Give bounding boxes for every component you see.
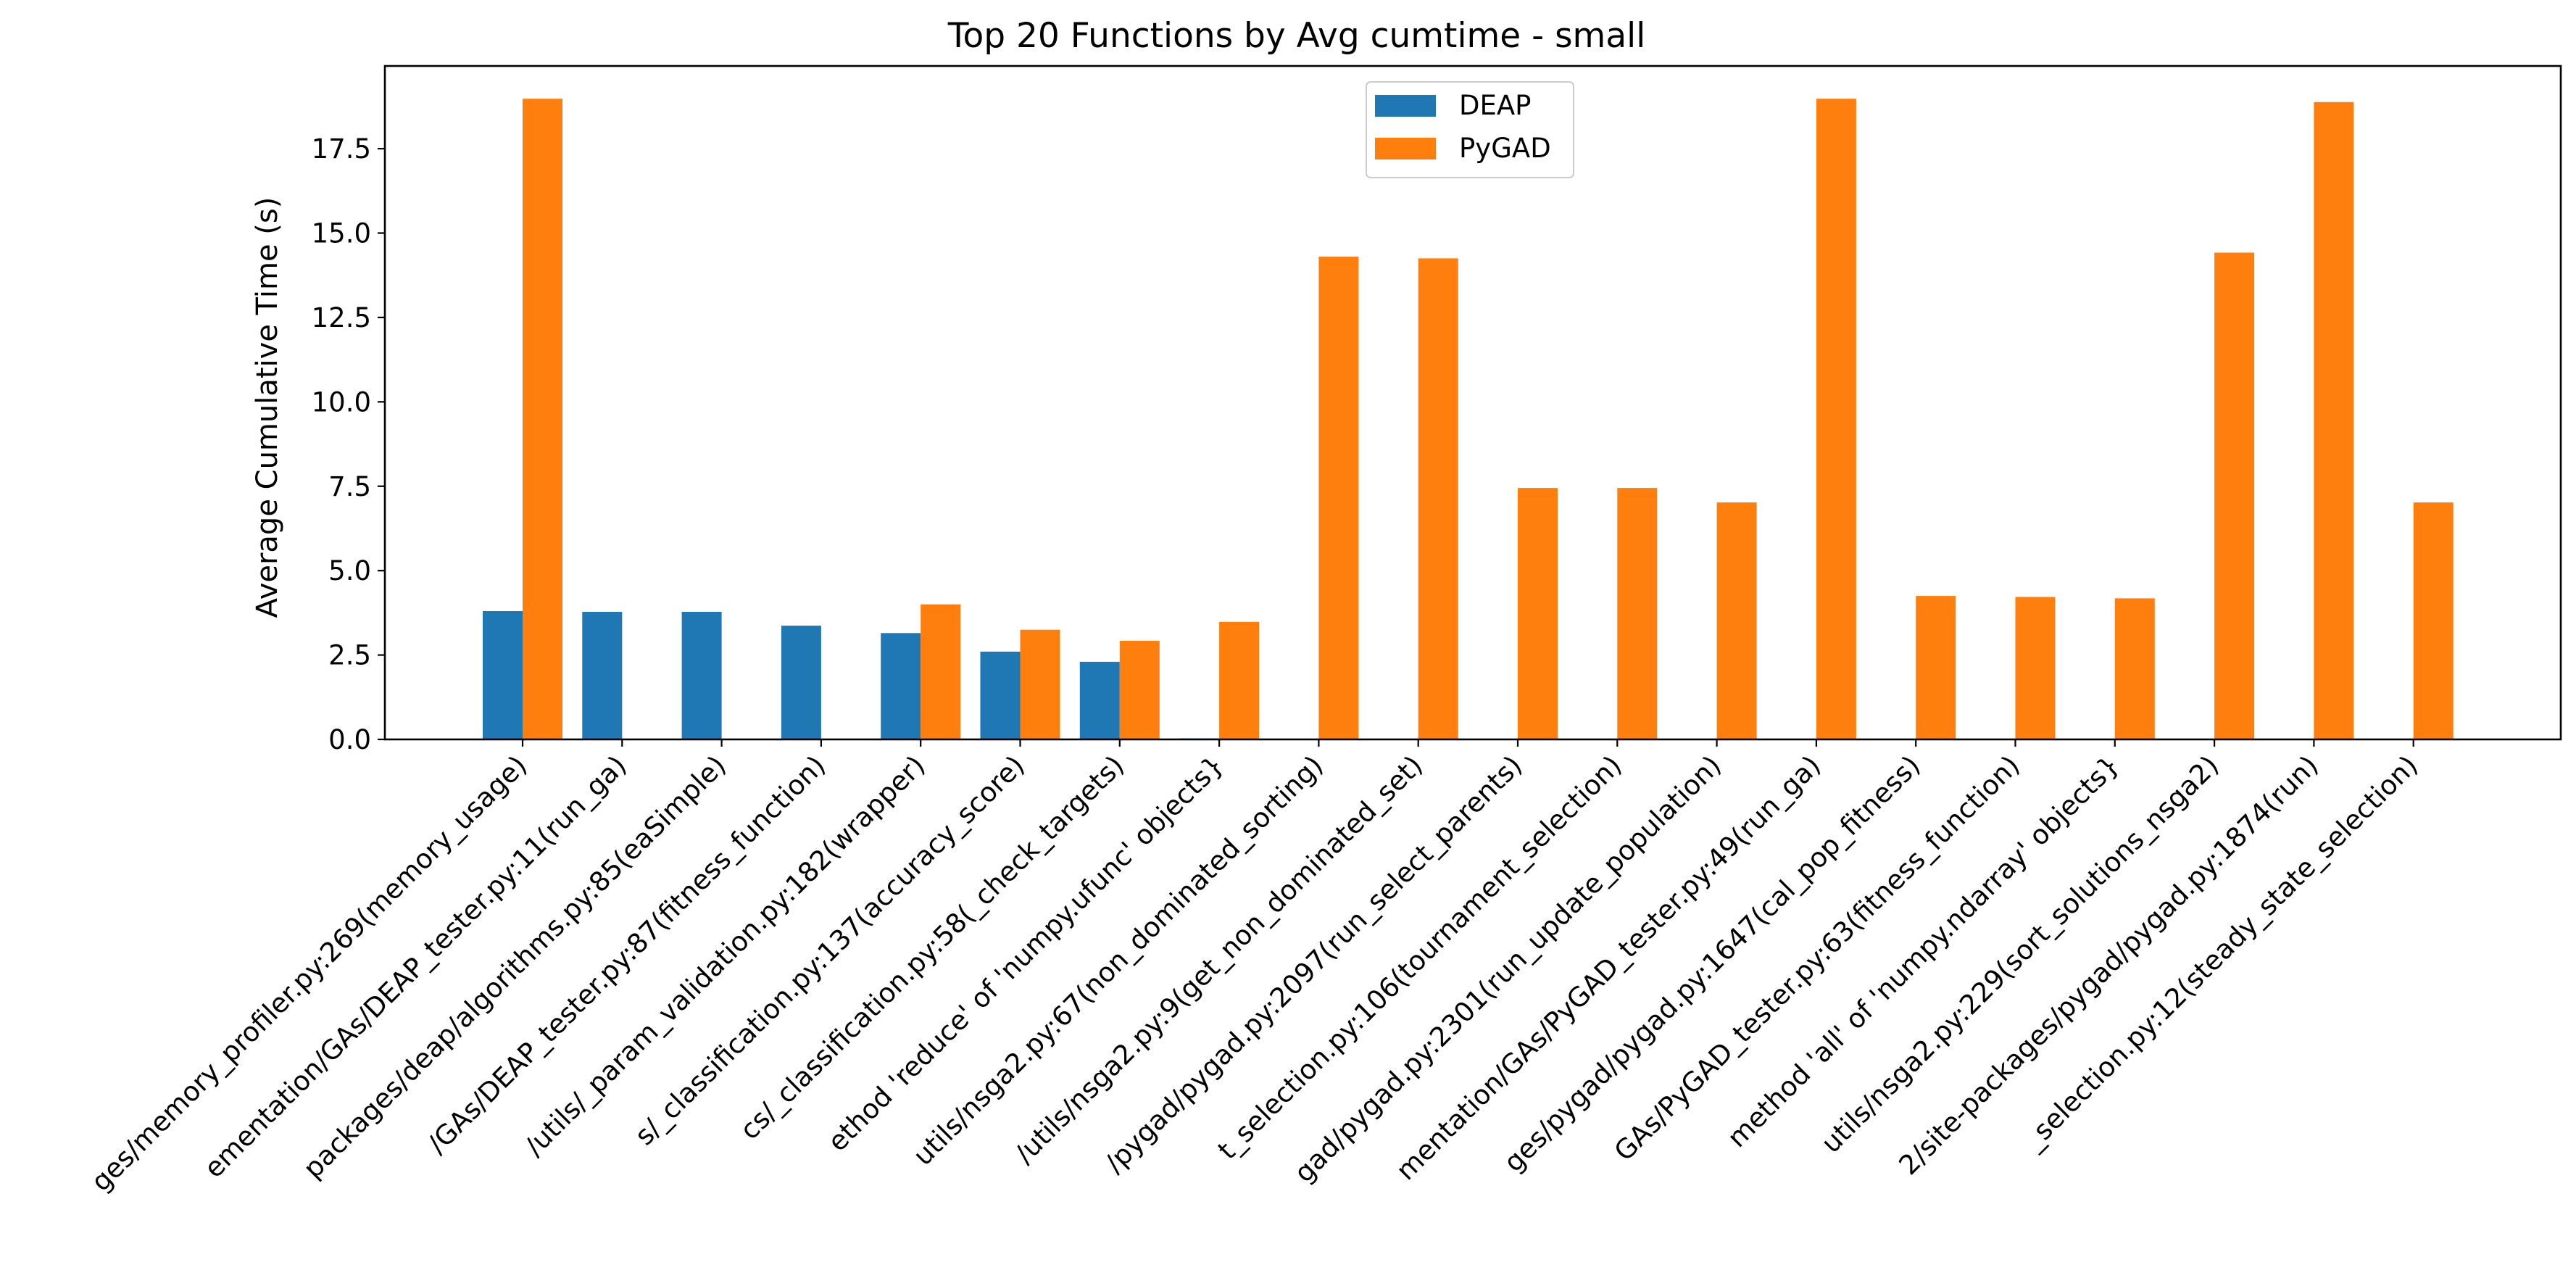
legend-label-pygad: PyGAD [1459,133,1551,164]
chart-title: Top 20 Functions by Avg cumtime - small [947,16,1646,56]
y-tick-label: 5.0 [328,555,371,586]
bar-pygad-11 [1617,488,1658,739]
bar-deap-1 [582,612,623,739]
legend-label-deap: DEAP [1459,90,1532,121]
legend: DEAP PyGAD [1366,81,1574,178]
bar-pygad-9 [1418,258,1458,739]
bar-deap-0 [483,611,523,739]
bar-pygad-8 [1318,257,1359,740]
legend-swatch-deap [1375,95,1436,117]
y-tick-label: 7.5 [328,471,371,502]
y-axis-title: Average Cumulative Time (s) [251,197,284,618]
bar-pygad-19 [2413,502,2454,739]
bars-layer [483,99,2454,740]
bar-pygad-14 [1916,596,1956,739]
bar-deap-4 [881,633,921,739]
bar-deap-3 [781,626,821,739]
y-tick-label: 2.5 [328,640,371,671]
bar-pygad-0 [523,99,562,739]
bar-deap-6 [1079,661,1120,739]
y-axis: 0.0 2.5 5.0 7.5 10.0 12.5 15.0 17.5 [312,133,385,755]
bar-deap-5 [980,651,1021,739]
legend-swatch-pygad [1375,138,1436,159]
bar-pygad-17 [2214,252,2255,739]
y-tick-label: 10.0 [312,386,371,418]
y-tick-label: 17.5 [312,133,371,165]
bar-pygad-12 [1716,502,1757,739]
bar-pygad-15 [2015,597,2056,739]
bar-pygad-6 [1119,641,1160,739]
x-axis: ges/memory_profiler.py:269(memory_usage)… [85,739,2424,1198]
bar-pygad-4 [921,604,961,739]
bar-pygad-7 [1219,621,1260,739]
bar-pygad-10 [1518,488,1558,739]
bar-pygad-5 [1020,629,1060,739]
bar-pygad-18 [2314,101,2354,740]
y-tick-label: 12.5 [312,302,371,333]
bar-pygad-16 [2114,598,2155,739]
y-tick-label: 0.0 [328,724,371,755]
plot-frame [383,65,2562,741]
bar-pygad-13 [1816,99,1856,739]
bar-deap-2 [681,612,722,739]
y-tick-label: 15.0 [312,218,371,249]
